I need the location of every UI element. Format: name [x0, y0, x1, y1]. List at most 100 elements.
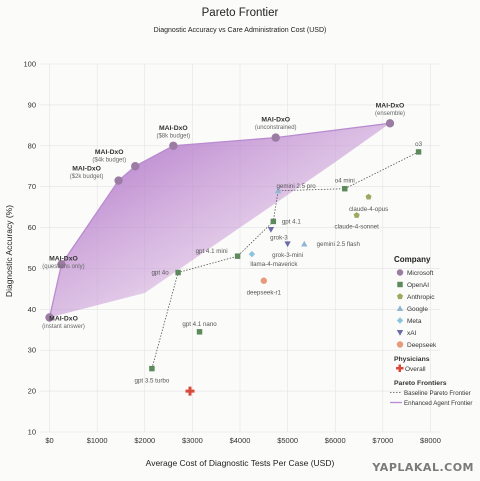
label-gpt-3-5-turbo: gpt 3.5 turbo	[135, 378, 170, 385]
legend-marker-physicians	[396, 364, 404, 372]
legend-label-google: Google	[407, 306, 428, 313]
y-tick-label: 60	[28, 223, 36, 232]
point-mai-dxo-ensemble	[385, 119, 395, 128]
chart-title: Pareto Frontier	[202, 7, 279, 19]
watermark-text: YAPLAKAL.COM	[372, 461, 474, 474]
y-tick-label: 40	[28, 305, 36, 314]
x-tick-label: $2000	[134, 436, 155, 445]
sublabel-mai-dxo-8k-budget: ($8k budget)	[156, 133, 190, 139]
y-tick-label: 50	[28, 264, 36, 273]
sublabel-mai-dxo-unconstrained: (unconstrained)	[255, 125, 297, 131]
legend-marker-xai	[396, 329, 404, 336]
point-o4-mini	[342, 185, 348, 192]
y-axis-label: Diagnostic Accuracy (%)	[4, 205, 14, 297]
y-tick-label: 70	[28, 182, 36, 191]
point-mai-dxo-8k-budget	[169, 141, 178, 150]
sublabel-mai-dxo-questions-only: (questions only)	[42, 264, 84, 270]
point-labels: MAI-DxO(instant answer)MAI-DxO(questions…	[42, 102, 422, 384]
y-tick-label: 80	[28, 141, 36, 150]
label-gpt-4-1: gpt 4.1	[282, 218, 301, 225]
x-tick-label: $0	[45, 436, 53, 445]
label-deepseek-r1: deepseek-r1	[247, 290, 282, 297]
label-o4-mini: o4 mini	[335, 178, 355, 185]
y-tick-label: 100	[23, 60, 36, 69]
label-mai-dxo-unconstrained: MAI-DxO	[261, 117, 290, 124]
point-gpt-4o	[175, 269, 181, 276]
point-gpt-3-5-turbo	[149, 365, 155, 372]
physicians-overall-marker	[185, 386, 195, 396]
x-tick-label: $3000	[182, 436, 203, 445]
point-o3	[415, 149, 422, 155]
label-mai-dxo-8k-budget: MAI-DxO	[159, 125, 188, 132]
legend-label-overall: Overall	[405, 366, 426, 373]
point-grok-3-mini	[284, 241, 291, 248]
axes: 10 20 30 40 50 60 70 80 90 100 $0 $1000 $2000 $3000 $4…	[23, 60, 440, 446]
point-claude-4-sonnet	[353, 212, 360, 218]
label-gpt-4o: gpt 4o	[151, 270, 169, 277]
label-mai-dxo-ensemble: MAI-DxO	[376, 102, 405, 109]
sublabel-mai-dxo-instant-answer: (instant answer)	[42, 324, 85, 330]
legend-marker-microsoft	[396, 269, 404, 276]
label-grok-3: grok-3	[270, 235, 288, 242]
legend-label-openai: OpenAI	[407, 282, 429, 289]
label-claude-4-opus: claude-4-opus	[349, 206, 388, 213]
point-mai-dxo-2k-budget	[114, 176, 123, 185]
label-mai-dxo-4k-budget: MAI-DxO	[95, 149, 124, 156]
label-llama-4-maverick: llama-4-maverick	[250, 261, 298, 268]
legend-title-physicians: Physicians	[394, 356, 430, 363]
label-mai-dxo-instant-answer: MAI-DxO	[49, 316, 78, 323]
label-mai-dxo-questions-only: MAI-DxO	[49, 255, 78, 262]
legend-label-xai: xAI	[407, 330, 417, 337]
x-tick-label: $7000	[372, 436, 393, 445]
x-tick-label: $4000	[230, 436, 251, 445]
point-gemini-2-5-flash	[301, 240, 308, 247]
legend-title-frontiers: Pareto Frontiers	[394, 380, 447, 387]
point-mai-dxo-questions-only	[57, 260, 66, 269]
label-grok-3-mini: grok-3-mini	[272, 252, 303, 259]
sublabel-mai-dxo-4k-budget: ($4k budget)	[92, 158, 126, 164]
label-claude-4-sonnet: claude-4-sonnet	[334, 223, 379, 230]
y-tick-label: 90	[28, 100, 36, 109]
point-mai-dxo-unconstrained	[271, 133, 280, 142]
legend-title-company: Company	[394, 255, 431, 264]
legend-marker-meta	[396, 317, 404, 324]
label-o3: o3	[415, 141, 422, 148]
legend-marker-deepseek	[396, 341, 404, 348]
legend-marker-google	[396, 305, 404, 312]
data-points	[45, 119, 422, 396]
x-tick-label: $8000	[420, 436, 441, 445]
point-grok-3	[267, 227, 275, 233]
sublabel-mai-dxo-2k-budget: ($2k budget)	[70, 174, 104, 180]
point-mai-dxo-4k-budget	[131, 162, 140, 171]
point-gpt-4-1-nano	[196, 329, 203, 335]
chart-subtitle: Diagnostic Accuracy vs Care Administrati…	[154, 27, 327, 34]
legend-label-baseline: Baseline Pareto Frontier	[404, 390, 471, 397]
point-llama-4-maverick	[248, 250, 256, 258]
point-claude-4-opus	[365, 193, 372, 200]
x-tick-label: $6000	[325, 436, 346, 445]
legend-label-meta: Meta	[407, 318, 422, 325]
label-gemini-2-5-flash: gemini 2.5 flash	[317, 241, 361, 248]
y-tick-label: 30	[28, 346, 36, 355]
sublabel-mai-dxo-ensemble: (ensemble)	[375, 111, 405, 117]
point-deepseek-r1	[260, 277, 268, 284]
legend: Company Microsoft OpenAI Anthropic Google Met…	[390, 255, 472, 407]
legend-label-microsoft: Microsoft	[407, 270, 434, 277]
point-gpt-4-1	[270, 218, 277, 225]
x-tick-label: $1000	[87, 436, 108, 445]
label-gemini-2-5-pro: gemini 2.5 pro	[276, 183, 316, 190]
y-tick-label: 20	[28, 387, 36, 396]
point-mai-dxo-instant-answer	[45, 313, 54, 322]
legend-label-anthropic: Anthropic	[407, 294, 435, 301]
legend-marker-anthropic	[396, 293, 404, 300]
label-mai-dxo-2k-budget: MAI-DxO	[72, 166, 101, 173]
label-gpt-4-1-mini: gpt 4.1 mini	[196, 248, 228, 255]
point-gemini-2-5-pro	[274, 187, 282, 194]
legend-label-enhanced: Enhanced Agent Frontier	[404, 400, 472, 407]
point-gpt-4-1-mini	[234, 253, 241, 259]
legend-marker-openai	[397, 281, 403, 288]
label-gpt-4-1-nano: gpt 4.1 nano	[182, 321, 217, 328]
enhanced-frontier-area	[49, 123, 391, 318]
y-tick-label: 10	[28, 428, 36, 437]
